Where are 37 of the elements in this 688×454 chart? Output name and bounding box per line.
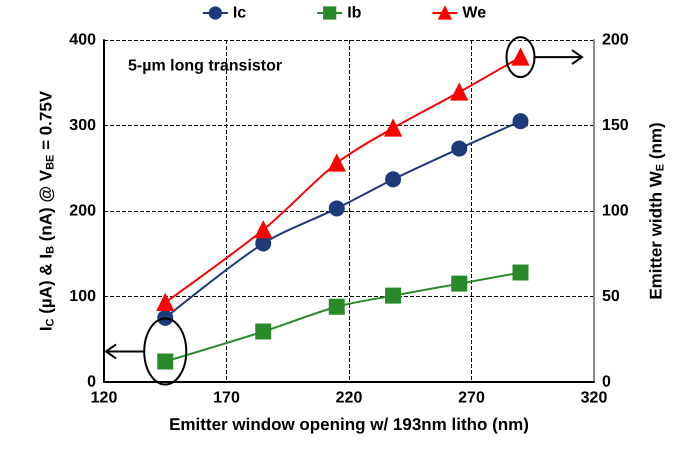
y-tick-label: 200 [69,202,96,220]
legend-label: Ic [232,4,246,22]
y-tick-label: 300 [69,117,96,134]
point [328,154,346,172]
y2-tick-label: 100 [602,202,629,220]
point [254,221,272,238]
x-tick-label: 120 [90,390,118,406]
y-axis-title: IC (µA) & IB (nA) @ VBE = 0.75V [36,90,56,332]
point [512,264,528,281]
x-tick-label: 220 [336,390,362,406]
x-tick-label: 320 [580,390,608,406]
y2-axis-title: Emitter width WE (nm) [646,122,666,300]
y-tick-label: 0 [87,374,96,390]
point [384,120,402,137]
y2-tick-label: 50 [602,288,620,305]
point [385,171,402,188]
point [512,113,528,130]
point [385,288,402,304]
y2-tick-label: 150 [602,117,629,134]
point [157,353,174,370]
point [450,84,468,101]
x-axis-title: Emitter window opening w/ 193nm litho (nm) [169,415,529,434]
point [451,140,468,157]
y2-tick-label: 200 [602,32,629,48]
y-tick-label: 400 [69,32,96,48]
point [156,294,174,311]
point [451,276,468,292]
point [328,200,345,216]
x-tick-label: 270 [458,390,485,406]
point [255,324,272,340]
annotation: 5-µm long transistor [128,58,282,74]
legend-label: We [462,4,486,22]
legend-label: Ib [347,4,362,22]
y2-tick-label: 0 [602,374,611,390]
point [328,298,345,315]
y-tick-label: 100 [69,288,96,305]
x-tick-label: 170 [213,390,240,406]
